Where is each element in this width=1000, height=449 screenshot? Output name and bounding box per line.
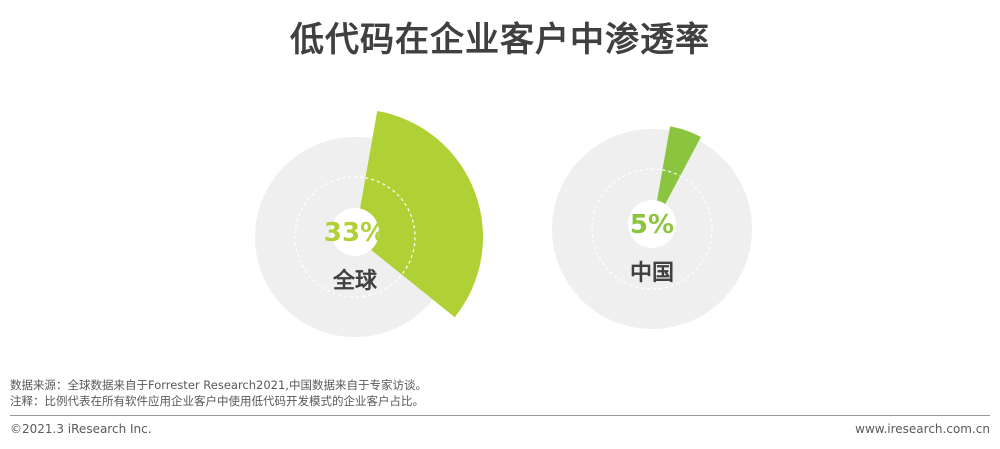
source-note: 数据来源：全球数据来自于Forrester Research2021,中国数据来…: [10, 378, 427, 392]
copyright: ©2021.3 iResearch Inc.: [10, 422, 152, 436]
wedge-ring-china: [662, 169, 681, 177]
center-disc-global: [331, 208, 379, 256]
footer-divider: [10, 415, 990, 416]
wedge-china: [652, 126, 701, 229]
chart-title: 低代码在企业客户中渗透率: [290, 20, 710, 60]
inner-ring-china: [591, 168, 713, 290]
wedge-global: [355, 110, 483, 318]
penetration-charts: 33% 全球 5% 中国: [255, 110, 752, 337]
website-link[interactable]: www.iresearch.com.cn: [855, 422, 990, 436]
value-label-china: 5%: [630, 210, 674, 240]
notes: 数据来源：全球数据来自于Forrester Research2021,中国数据来…: [10, 377, 427, 409]
value-label-global: 33%: [324, 218, 386, 248]
wedge-ring-global: [365, 177, 416, 275]
center-disc-china: [628, 200, 676, 248]
category-label-china: 中国: [630, 261, 674, 286]
category-label-global: 全球: [332, 268, 378, 294]
footnote: 注释：比例代表在所有软件应用企业客户中使用低代码开发模式的企业客户占比。: [10, 394, 424, 408]
